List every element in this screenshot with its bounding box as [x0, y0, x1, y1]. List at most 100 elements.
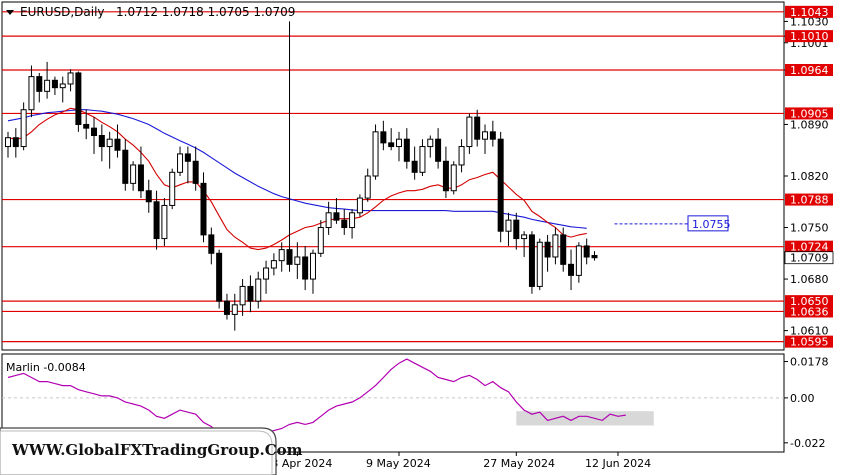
candle	[28, 65, 35, 118]
candle	[333, 198, 340, 224]
candle	[169, 168, 176, 210]
level-price-label: 1.0964	[790, 64, 829, 77]
level-price-label: 1.0724	[790, 241, 829, 254]
candle	[536, 238, 543, 291]
candle	[482, 124, 489, 154]
level-price-label: 1.0650	[790, 295, 829, 308]
current-price-label: 1.0709	[790, 252, 829, 265]
level-price-box	[785, 295, 833, 308]
target-box	[687, 215, 729, 232]
candle	[106, 131, 113, 169]
candle	[294, 242, 301, 280]
dropdown-triangle-icon[interactable]	[6, 10, 14, 15]
level-price-box	[785, 30, 833, 43]
candle	[403, 128, 410, 169]
candle	[286, 21, 293, 272]
candle	[364, 168, 371, 202]
candle	[75, 71, 82, 132]
current-price-box	[784, 251, 834, 265]
candle	[419, 139, 426, 176]
candle	[255, 271, 262, 309]
candle	[216, 249, 223, 309]
candle	[552, 227, 559, 265]
candles	[5, 21, 598, 331]
candle	[177, 146, 184, 176]
candle	[12, 128, 19, 158]
candle	[83, 109, 90, 140]
candle	[396, 131, 402, 162]
candle	[435, 128, 442, 169]
y-tick-label: 1.0750	[790, 222, 829, 235]
candle	[91, 117, 98, 154]
candle	[278, 242, 285, 272]
x-tick-label: 12 Jun 2024	[585, 457, 651, 470]
candle	[349, 209, 356, 239]
candle	[270, 253, 277, 276]
candle	[98, 124, 105, 162]
price-panel	[1, 1, 785, 351]
ma-slow-line	[7, 109, 587, 229]
level-price-box	[785, 305, 833, 318]
time-axis: 23 Apr 2024 9 May 2024 27 May 2024 12 Jun 2…	[264, 452, 651, 470]
candle	[466, 113, 473, 154]
candle	[208, 227, 215, 265]
candle	[161, 198, 168, 246]
candle	[192, 146, 199, 191]
candle	[153, 190, 160, 250]
y-tick-label: 1.0890	[790, 118, 829, 131]
candle	[263, 260, 270, 294]
candle	[489, 120, 496, 147]
level-price-box	[785, 193, 833, 206]
moving-averages	[7, 107, 587, 251]
symbol-label: EURUSD,Daily	[20, 5, 105, 19]
candle	[497, 131, 504, 243]
target-label: 1.0755	[692, 218, 731, 231]
candle	[309, 249, 316, 294]
candle	[59, 76, 66, 103]
oscillator-shade	[516, 411, 654, 426]
candle	[67, 69, 74, 92]
candle	[575, 242, 582, 283]
level-price-box	[785, 5, 833, 18]
candle	[184, 146, 191, 184]
candle	[44, 61, 51, 99]
candle	[583, 238, 590, 265]
candle	[122, 139, 129, 191]
candle	[247, 275, 254, 313]
candle	[317, 220, 324, 257]
oscillator-line	[7, 358, 626, 444]
price-axis: 1.10301.10101.10011.09641.08901.08201.07…	[614, 5, 834, 450]
candle	[474, 109, 481, 147]
level-price-label: 1.0788	[790, 194, 829, 207]
candle	[36, 72, 43, 103]
candle	[130, 161, 137, 191]
candle	[356, 194, 363, 217]
candle	[372, 124, 379, 180]
candle	[325, 201, 332, 235]
x-tick-label: 27 May 2024	[483, 457, 555, 470]
candle	[442, 146, 449, 199]
candle	[505, 212, 512, 246]
level-price-box	[785, 240, 833, 253]
candle	[5, 131, 11, 158]
candle	[114, 124, 121, 158]
candle	[20, 102, 27, 151]
ohlc-readout: 1.0712 1.0718 1.0705 1.0709	[116, 5, 295, 19]
candle	[513, 212, 520, 250]
candle	[560, 227, 567, 272]
watermark-text: WWW.GlobalFXTradingGroup.Com	[11, 441, 303, 459]
candle	[411, 146, 418, 180]
candle	[239, 279, 246, 316]
candle	[458, 139, 465, 173]
level-price-box	[785, 335, 833, 348]
candle	[521, 231, 528, 257]
oscillator-title: Marlin -0.0084	[6, 361, 86, 374]
osc-tick-label: -0.022	[790, 437, 825, 450]
x-tick-label: 9 May 2024	[366, 457, 431, 470]
level-price-label: 1.0595	[790, 336, 829, 349]
level-price-label: 1.0636	[790, 305, 829, 318]
level-price-box	[785, 63, 833, 76]
level-price-label: 1.1010	[790, 30, 829, 43]
level-price-box	[785, 107, 833, 120]
osc-tick-label: 0.0178	[790, 356, 829, 369]
